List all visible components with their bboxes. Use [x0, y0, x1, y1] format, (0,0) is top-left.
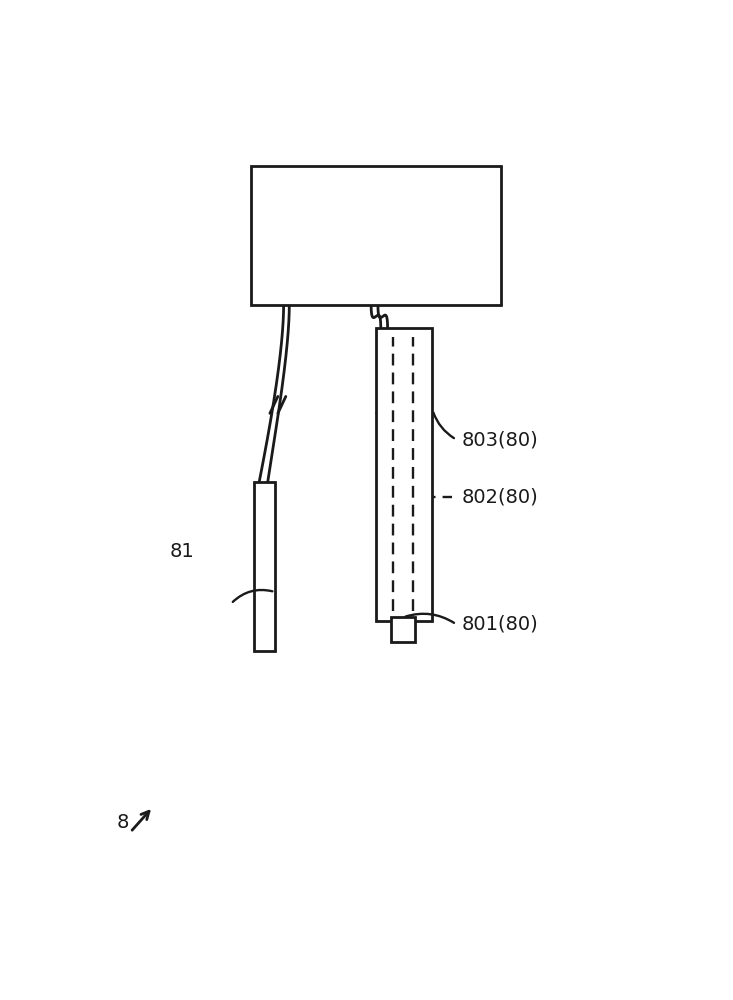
Text: 801(80): 801(80) [462, 615, 539, 634]
Bar [251, 166, 501, 305]
Text: 8: 8 [117, 813, 129, 832]
Bar [391, 617, 415, 642]
Text: 802(80): 802(80) [462, 488, 539, 507]
Bar [254, 482, 275, 651]
Bar [376, 328, 432, 620]
Text: 803(80): 803(80) [462, 430, 539, 449]
Text: 81: 81 [169, 542, 194, 561]
